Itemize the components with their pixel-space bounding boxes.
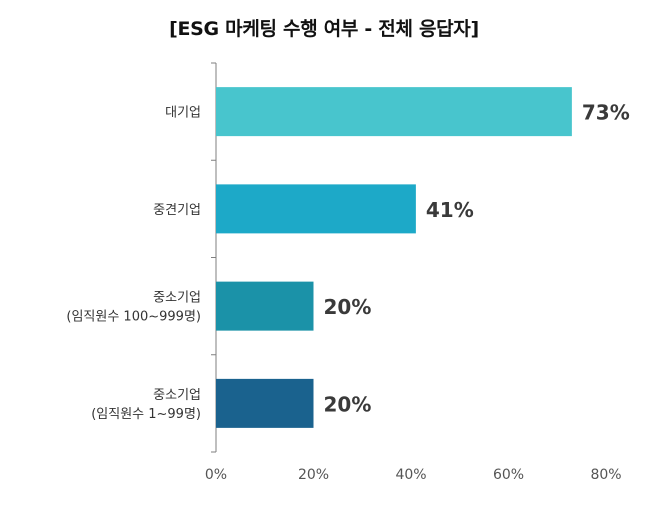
category-label: 중소기업 xyxy=(153,291,201,306)
x-tick-label: 40% xyxy=(395,467,426,483)
chart-title: [ESG 마케팅 수행 여부 - 전체 응답자] xyxy=(169,18,479,40)
category-label: 중견기업 xyxy=(153,203,201,218)
bar xyxy=(216,184,416,234)
category-label: (임직원수 1~99명) xyxy=(91,407,201,422)
bar xyxy=(216,281,314,331)
bar xyxy=(216,378,314,428)
category-label: 대기업 xyxy=(165,106,201,121)
data-label: 73% xyxy=(582,101,630,125)
category-label: 중소기업 xyxy=(153,388,201,403)
bar xyxy=(216,87,572,137)
x-tick-label: 80% xyxy=(590,467,621,483)
data-label: 20% xyxy=(324,295,372,319)
x-tick-label: 60% xyxy=(493,467,524,483)
x-tick-label: 0% xyxy=(205,467,227,483)
data-label: 41% xyxy=(426,198,474,222)
category-label: (임직원수 100~999명) xyxy=(66,310,201,325)
data-label: 20% xyxy=(324,392,372,416)
x-tick-label: 20% xyxy=(298,467,329,483)
